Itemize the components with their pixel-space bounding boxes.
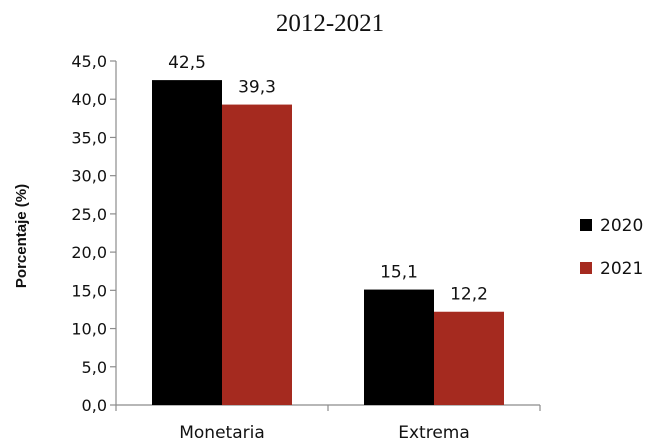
legend-swatch-2021: [580, 262, 592, 274]
y-tick-label: 35,0: [71, 128, 107, 147]
y-axis-label: Porcentaje (%): [13, 184, 30, 288]
data-label: 12,2: [450, 285, 488, 305]
data-label: 39,3: [238, 78, 276, 98]
data-label: 42,5: [168, 53, 206, 73]
y-tick-label: 5,0: [82, 358, 107, 377]
y-tick-label: 10,0: [71, 320, 107, 339]
chart-title: 2012-2021: [276, 10, 384, 37]
bar-2021-monetaria: [222, 104, 292, 405]
x-axis: Monetaria Extrema: [115, 404, 541, 443]
x-category-label: Extrema: [398, 423, 470, 443]
legend-swatch-2020: [580, 219, 592, 231]
legend: 2020 2021: [580, 216, 643, 279]
legend-label-2020: 2020: [600, 216, 643, 236]
bar-2020-extrema: [364, 289, 434, 405]
y-axis: 0,0 5,0 10,0 15,0 20,0 25,0 30,0 35,0 40,0 45,0: [71, 52, 117, 415]
bar-2020-monetaria: [152, 80, 222, 405]
bar-2021-extrema: [434, 311, 504, 405]
y-tick-label: 0,0: [82, 396, 107, 415]
y-tick-label: 20,0: [71, 243, 107, 262]
y-tick-label: 15,0: [71, 281, 107, 300]
y-tick-label: 45,0: [71, 52, 107, 71]
data-label: 15,1: [380, 263, 418, 283]
y-tick-label: 30,0: [71, 167, 107, 186]
y-tick-label: 25,0: [71, 205, 107, 224]
bars: 42,5 39,3 15,1 12,2: [152, 53, 504, 405]
x-category-label: Monetaria: [179, 423, 265, 443]
legend-label-2021: 2021: [600, 259, 643, 279]
y-tick-label: 40,0: [71, 90, 107, 109]
